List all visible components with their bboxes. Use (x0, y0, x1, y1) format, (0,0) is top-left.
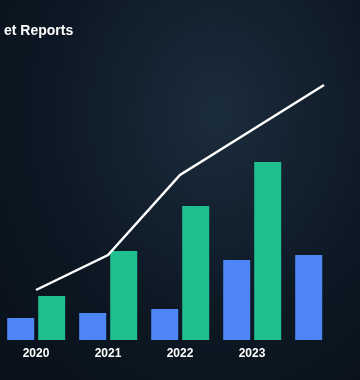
html-text:et Reports: et Reports (4, 22, 74, 38)
svg-text:2021: 2021 (95, 346, 122, 360)
svg-text:2020: 2020 (23, 346, 50, 360)
svg-text:2023: 2023 (239, 346, 266, 360)
svg-text:2022: 2022 (167, 346, 194, 360)
